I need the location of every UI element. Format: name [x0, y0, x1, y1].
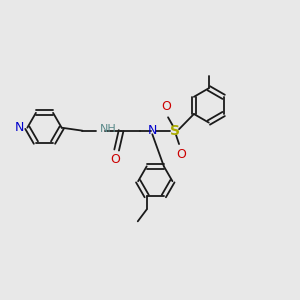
Text: N: N	[148, 124, 157, 137]
Text: O: O	[110, 153, 120, 166]
Text: O: O	[176, 148, 186, 161]
Text: S: S	[169, 124, 180, 138]
Text: NH: NH	[100, 124, 117, 134]
Text: O: O	[162, 100, 172, 113]
Text: N: N	[15, 121, 24, 134]
